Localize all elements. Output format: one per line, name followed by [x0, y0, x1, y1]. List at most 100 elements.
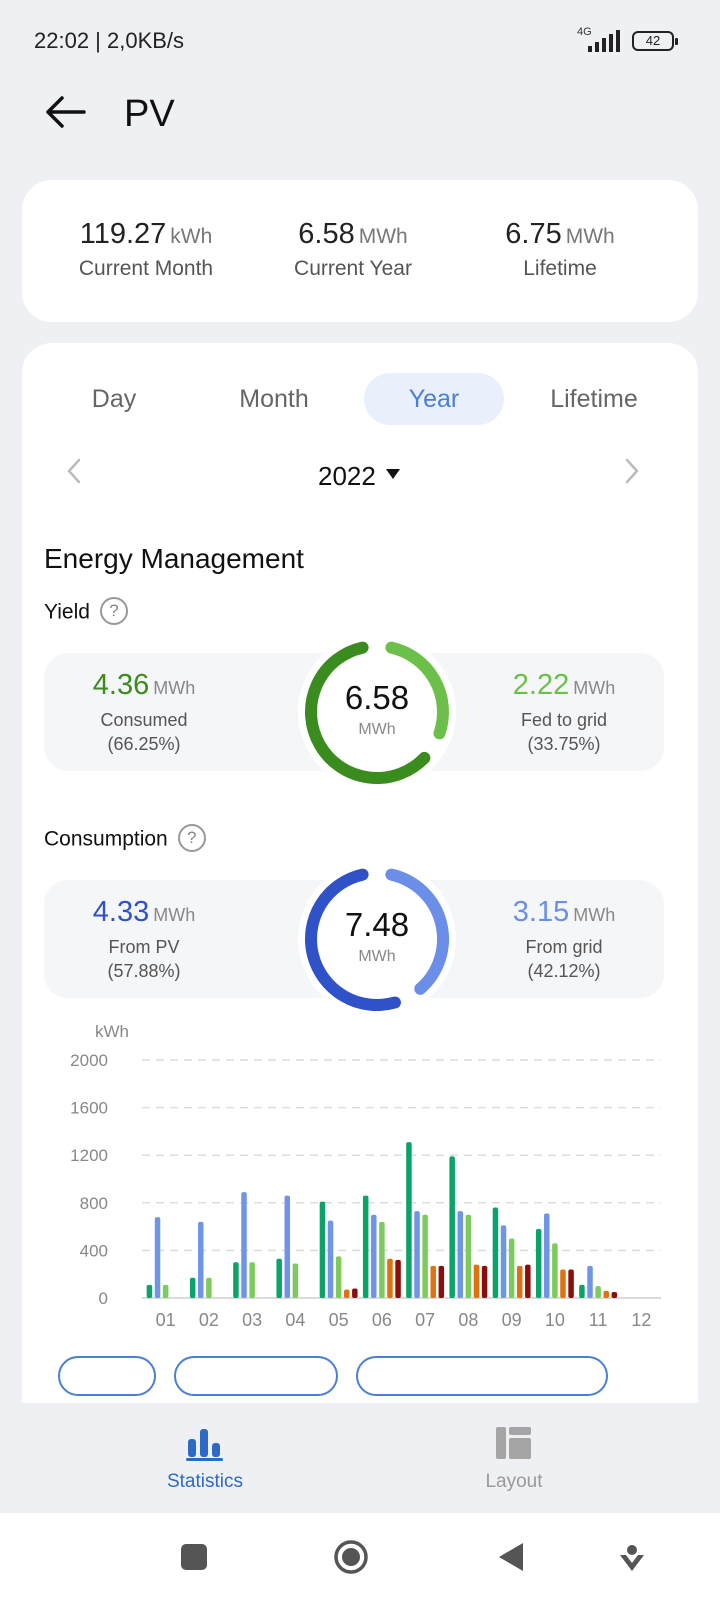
bar [387, 1258, 393, 1298]
summary-lifetime: 6.75 MWh Lifetime [450, 218, 670, 281]
bar [379, 1221, 385, 1298]
tab-year[interactable]: Year [364, 373, 504, 425]
metric-value: 3.15 [512, 896, 570, 928]
bar [544, 1213, 550, 1298]
x-tick-label: 06 [372, 1310, 392, 1330]
help-icon[interactable]: ? [99, 597, 128, 625]
signal-icon [588, 30, 620, 52]
bar [414, 1211, 420, 1298]
bar [352, 1288, 358, 1298]
summary-current-month: 119.27 kWh Current Month [36, 218, 256, 281]
bar [422, 1214, 428, 1298]
bar [457, 1211, 464, 1298]
system-navigation-bar [0, 1513, 720, 1600]
bar-chart-icon [186, 1429, 223, 1461]
metric-unit: MWh [153, 905, 196, 925]
bar [595, 1286, 601, 1298]
bar [611, 1292, 618, 1298]
nav-statistics[interactable]: Statistics [125, 1425, 285, 1493]
consumption-donut-bg [298, 860, 456, 1018]
y-axis-unit: kWh [95, 1022, 129, 1041]
arrow-left-icon[interactable] [40, 90, 92, 142]
y-tick-label: 400 [80, 1241, 108, 1260]
bar [335, 1256, 342, 1298]
consumption-donut [298, 860, 456, 1018]
legend-pill[interactable] [356, 1356, 608, 1396]
metric-value: 4.36 [92, 669, 150, 701]
status-time: 22:02 | 2,0KB/s [34, 28, 185, 53]
bar [249, 1262, 255, 1298]
bar [560, 1269, 566, 1298]
x-tick-label: 04 [285, 1310, 305, 1330]
tab-day[interactable]: Day [91, 385, 137, 413]
bar [198, 1221, 204, 1298]
metric-unit: MWh [573, 678, 616, 698]
bar [449, 1156, 455, 1298]
bar [438, 1265, 445, 1298]
yield-title: Yield? [44, 597, 128, 627]
bar [603, 1290, 609, 1298]
bar [241, 1192, 247, 1298]
recent-apps-icon[interactable] [176, 1539, 212, 1575]
x-tick-label: 02 [199, 1310, 219, 1330]
caret-down-icon [385, 469, 400, 480]
x-tick-label: 05 [329, 1310, 349, 1330]
bar [525, 1264, 531, 1298]
metric-percent: (42.12%) [527, 961, 601, 981]
bar [292, 1263, 299, 1298]
summary-current-year: 6.58 MWh Current Year [243, 218, 463, 281]
legend-pill[interactable] [58, 1356, 156, 1396]
page-title: PV [124, 93, 175, 135]
yield-consumed: 4.36 MWh Consumed (66.25%) [44, 669, 244, 756]
year-value: 2022 [318, 461, 376, 491]
statistics-card: Day Month Year Lifetime 2022 Energy Mana… [22, 343, 698, 1403]
bar [579, 1284, 585, 1298]
summary-label: Lifetime [523, 257, 597, 280]
yield-title-text: Yield [44, 600, 90, 624]
assistant-icon[interactable] [614, 1539, 650, 1575]
nav-label: Layout [485, 1471, 543, 1492]
tab-lifetime[interactable]: Lifetime [550, 385, 638, 413]
home-icon[interactable] [333, 1539, 369, 1575]
year-picker[interactable]: 2022 [318, 461, 400, 492]
bar [319, 1201, 326, 1298]
bar [568, 1269, 574, 1298]
nav-layout[interactable]: Layout [434, 1425, 594, 1493]
tab-month[interactable]: Month [239, 385, 309, 413]
consumption-panel: 4.33 MWh From PV (57.88%) 7.48 MWh 3.15 MW… [44, 860, 664, 1018]
section-title: Energy Management [44, 543, 304, 574]
consumption-from-pv: 4.33 MWh From PV (57.88%) [44, 896, 244, 983]
bar [473, 1264, 480, 1298]
chevron-left-icon[interactable] [62, 456, 88, 486]
metric-label: From grid [525, 937, 603, 957]
yield-donut-bg [298, 633, 456, 791]
back-triangle-icon[interactable] [493, 1539, 529, 1575]
bar [500, 1225, 507, 1298]
battery-icon: 42 [632, 31, 678, 51]
bar [284, 1195, 291, 1298]
yield-donut [298, 633, 456, 791]
summary-label: Current Year [294, 257, 412, 280]
metric-label: Consumed [100, 710, 188, 730]
legend-pill[interactable] [174, 1356, 338, 1396]
summary-value: 6.58 [298, 218, 355, 250]
x-tick-label: 03 [242, 1310, 262, 1330]
yield-fed-to-grid: 2.22 MWh Fed to grid (33.75%) [464, 669, 664, 756]
metric-label: Fed to grid [520, 710, 608, 730]
metric-unit: MWh [573, 905, 616, 925]
bottom-nav: Statistics Layout [0, 1403, 720, 1513]
summary-value: 6.75 [505, 218, 562, 250]
help-icon[interactable]: ? [177, 824, 206, 852]
bar [535, 1228, 542, 1298]
bar [587, 1265, 593, 1298]
chevron-right-icon[interactable] [618, 456, 644, 486]
bar [508, 1238, 515, 1298]
x-tick-label: 10 [545, 1310, 565, 1330]
bar [430, 1265, 436, 1298]
metric-percent: (33.75%) [527, 734, 601, 754]
summary-unit: MWh [565, 225, 615, 248]
metric-percent: (57.88%) [107, 961, 181, 981]
consumption-donut-arc-right [385, 868, 449, 995]
y-tick-label: 2000 [70, 1051, 108, 1070]
y-tick-label: 1600 [70, 1099, 108, 1118]
